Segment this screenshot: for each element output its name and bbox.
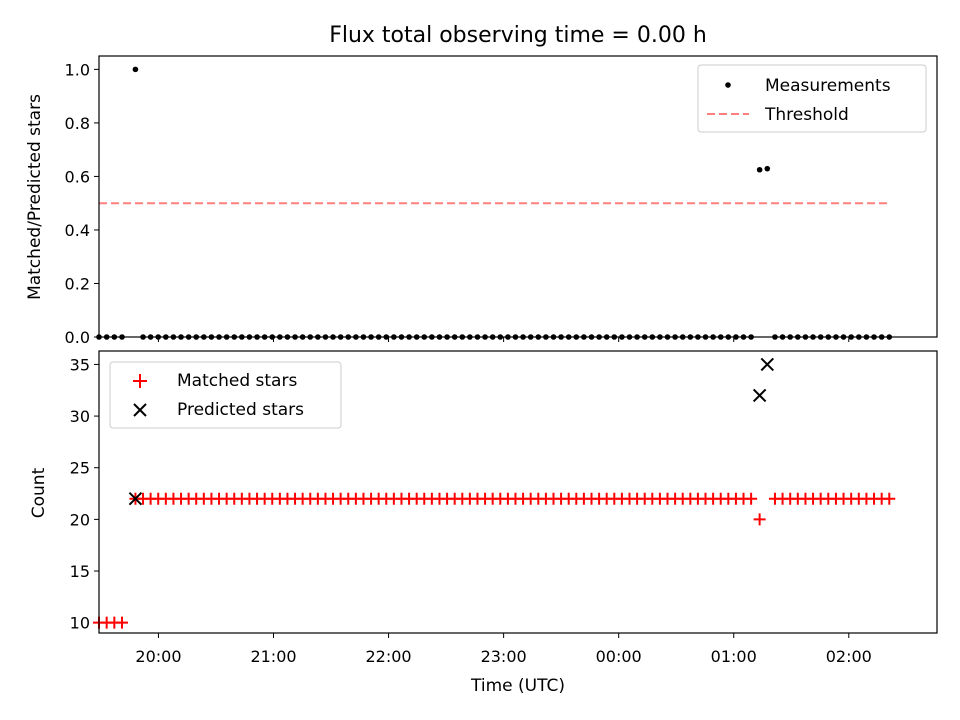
predicted-stars-point: [752, 388, 767, 403]
top-plot-frame: [98, 55, 938, 338]
bottom-y-tick-label: 25: [70, 459, 90, 478]
legend-predicted-label: Predicted stars: [177, 400, 304, 420]
measurement-point: [756, 166, 763, 173]
measurement-point: [764, 165, 771, 172]
top-y-tick-label: 0.4: [65, 221, 90, 240]
bottom-y-tick-label: 15: [70, 562, 90, 581]
predicted-stars-point: [128, 492, 143, 506]
bottom-x-tick-label: 21:00: [250, 647, 296, 666]
matched-stars-point: [753, 513, 766, 526]
bottom-y-tick-label: 30: [70, 407, 90, 426]
legend-measurements-marker: [725, 82, 731, 88]
bottom-y-axis-label: Count: [29, 467, 49, 518]
matched-stars-point: [883, 492, 896, 505]
matched-stars-point: [745, 492, 758, 505]
bottom-plot-marks: [93, 357, 896, 629]
top-panel: Matched/Predicted stars 0.0 0.2 0.4 0.6 0.8 1…: [25, 55, 938, 347]
bottom-x-tick-label: 00:00: [596, 647, 642, 666]
legend-predicted-marker: [133, 403, 147, 417]
legend-matched-label: Matched stars: [177, 371, 297, 391]
bottom-x-tick-label: 01:00: [711, 647, 757, 666]
bottom-y-tick-label: 20: [70, 510, 90, 529]
measurement-point: [132, 66, 139, 73]
bottom-panel: Count Time (UTC) 10 15 20 25 30 35 20:00 21:00 2…: [29, 350, 938, 696]
top-y-tick-label: 0.2: [65, 274, 90, 293]
bottom-plot-frame: [98, 350, 938, 634]
bottom-axis-ticks: 10 15 20 25 30 35 20:00 21:00 22:00 23:00 00:00 01:…: [70, 355, 872, 666]
bottom-x-tick-label: 02:00: [826, 647, 872, 666]
predicted-stars-point: [760, 357, 774, 372]
bottom-x-tick-label: 23:00: [481, 647, 527, 666]
legend-threshold-label: Threshold: [764, 105, 849, 125]
bottom-y-tick-label: 35: [70, 355, 90, 374]
x-axis-label: Time (UTC): [470, 676, 565, 696]
top-y-tick-label: 0.6: [65, 167, 90, 186]
legend-matched-marker: [133, 374, 147, 388]
top-y-tick-label: 0.0: [65, 328, 90, 347]
chart-title: Flux total observing time = 0.00 h: [329, 23, 707, 48]
bottom-legend: Matched stars Predicted stars: [109, 361, 342, 429]
bottom-y-tick-label: 10: [70, 614, 90, 633]
legend-measurements-label: Measurements: [765, 76, 891, 96]
top-y-axis-label: Matched/Predicted stars: [25, 94, 45, 300]
bottom-x-tick-label: 22:00: [366, 647, 412, 666]
top-legend-box: [697, 64, 927, 133]
top-y-tick-label: 0.8: [65, 114, 90, 133]
bottom-legend-box: [109, 361, 342, 429]
top-legend: Measurements Threshold: [697, 64, 927, 133]
bottom-x-tick-label: 20:00: [135, 647, 181, 666]
top-y-tick-label: 1.0: [65, 60, 90, 79]
matched-stars-point: [116, 616, 129, 629]
